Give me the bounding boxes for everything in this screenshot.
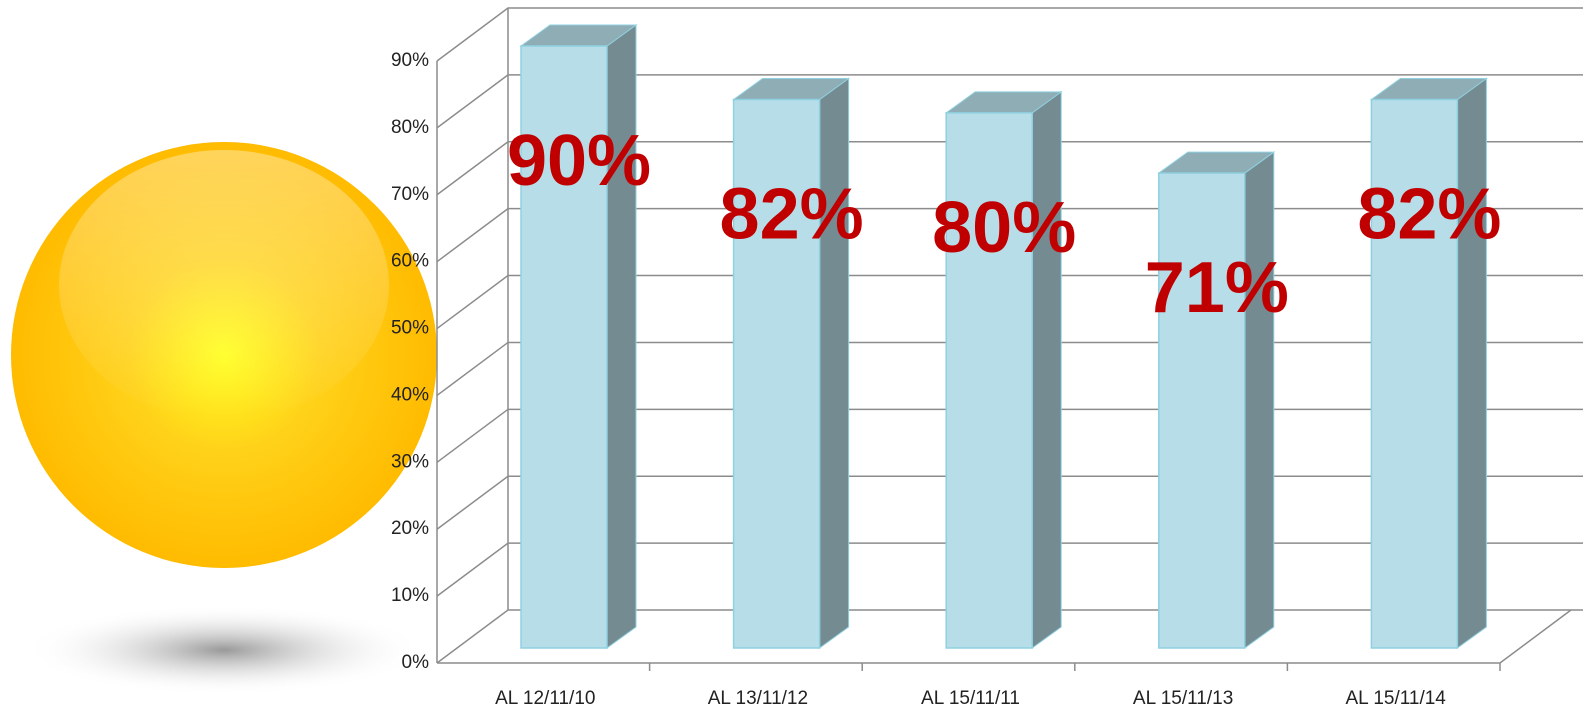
x-tick-label: AL 13/11/12 <box>708 688 808 709</box>
y-tick-label: 0% <box>402 652 430 673</box>
plot: 0% 10% 20% 30% 40% 50% 60% 70% 80% 90% AL 12/11/10… <box>391 7 1583 709</box>
y-tick-label: 70% <box>391 184 429 205</box>
y-tick-label: 50% <box>391 318 429 339</box>
y-tick-label: 30% <box>391 451 429 472</box>
bar <box>520 45 608 649</box>
x-tick-label: AL 15/11/14 <box>1346 688 1447 709</box>
y-tick-label: 40% <box>391 384 429 405</box>
sun-decoration <box>11 142 437 695</box>
bar <box>732 98 821 649</box>
x-tick-label: AL 15/11/13 <box>1133 688 1233 709</box>
bar-side <box>1244 151 1275 649</box>
value-label: 80% <box>932 188 1076 268</box>
value-label: 90% <box>507 121 651 201</box>
value-label: 82% <box>720 175 864 255</box>
y-tick-label: 60% <box>391 251 429 272</box>
x-tick-label: AL 15/11/11 <box>921 688 1020 709</box>
y-tick-label: 10% <box>391 585 429 606</box>
bar-side <box>819 77 850 649</box>
bar <box>1370 98 1459 649</box>
x-tick-label: AL 12/11/10 <box>495 688 595 709</box>
bar <box>1158 172 1246 649</box>
bar <box>945 112 1033 649</box>
bar-side <box>606 24 637 649</box>
y-tick-label: 90% <box>391 50 429 71</box>
bar-side <box>1456 77 1487 649</box>
y-tick-label: 80% <box>391 117 429 138</box>
y-tick-label: 20% <box>391 518 429 539</box>
value-label: 71% <box>1145 248 1289 328</box>
bar-side <box>1031 90 1062 649</box>
value-label: 82% <box>1357 175 1501 255</box>
